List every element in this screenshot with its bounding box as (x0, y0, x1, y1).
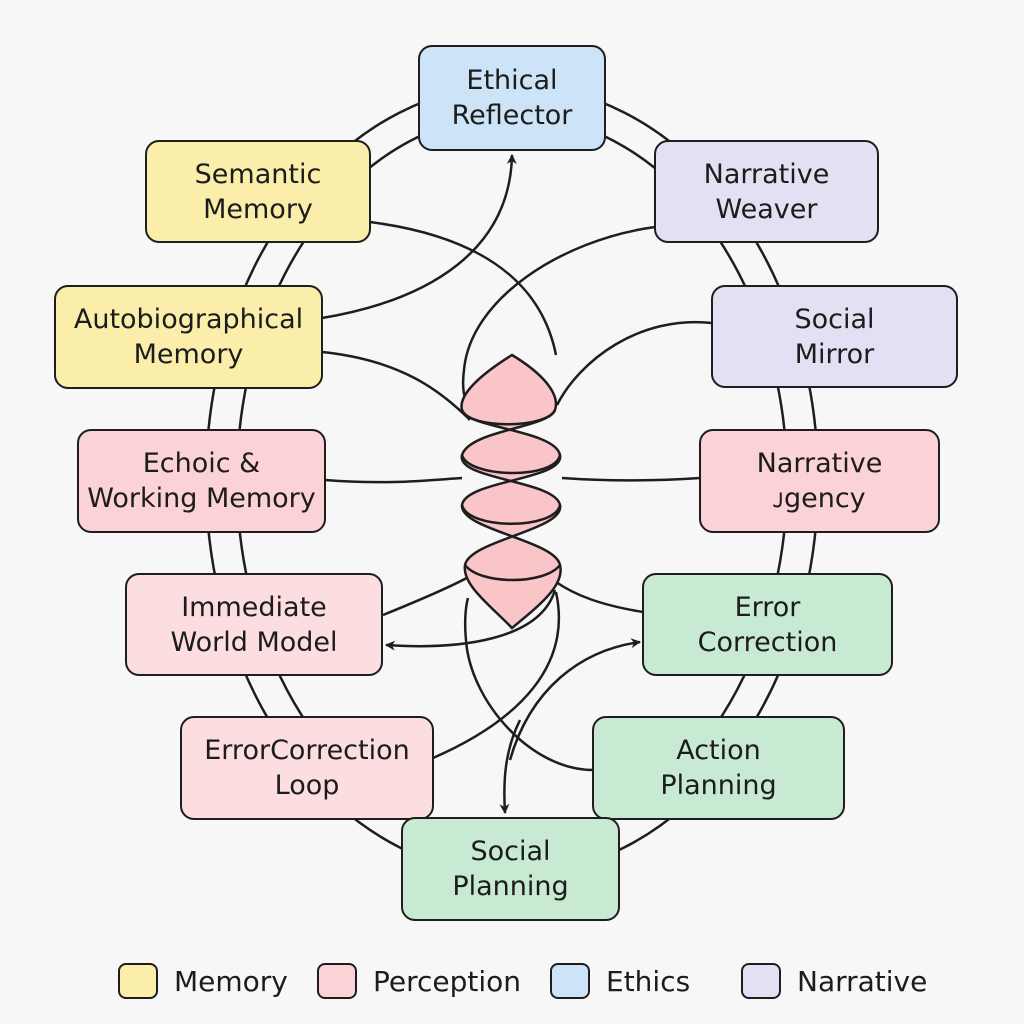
connector-error-correction (555, 580, 644, 614)
legend-swatch-ethics (550, 963, 590, 999)
connector-error-correction-loop (432, 591, 561, 760)
node-label: ErrorCorrection Loop (204, 735, 410, 801)
node-immediate-world-model[interactable]: Immediate World Model (125, 573, 383, 676)
legend-item-memory: Memory (118, 958, 288, 1004)
node-label: Semantic Memory (194, 158, 322, 225)
node-action-planning[interactable]: Action Planning (592, 716, 845, 820)
central-helix (460, 353, 562, 630)
legend-item-narrative: Narrative (741, 958, 927, 1004)
node-label: Narrative ᴊgency (756, 448, 883, 514)
node-label: Social Planning (452, 836, 569, 902)
legend-item-perception: Perception (317, 958, 521, 1004)
legend-item-ethics: Ethics (550, 958, 690, 1004)
node-label: Error Correction (697, 591, 838, 658)
helix-twist-2 (460, 454, 562, 475)
node-label: Autobiographical Memory (73, 304, 304, 370)
arrow-to-error-correction (508, 638, 641, 761)
helix-twist-4 (464, 564, 561, 582)
legend-swatch-perception (317, 963, 357, 999)
node-social-planning[interactable]: Social Planning (401, 817, 620, 921)
legend-label-perception: Perception (373, 964, 522, 998)
node-label: Action Planning (660, 735, 777, 801)
legend-label-ethics: Ethics (606, 964, 691, 998)
legend-swatch-narrative (741, 963, 781, 999)
helix-twist-1 (460, 409, 557, 426)
node-label: Immediate World Model (170, 591, 338, 658)
legend: Memory Perception Ethics Narrative (0, 958, 1024, 1004)
helix-twist-3 (460, 504, 562, 525)
node-error-correction-loop[interactable]: ErrorCorrection Loop (180, 716, 434, 820)
helix-strand-1 (460, 353, 562, 630)
node-echoic-working-memory[interactable]: Echoic & Working Memory (77, 429, 326, 533)
legend-label-memory: Memory (174, 964, 288, 998)
node-semantic-memory[interactable]: Semantic Memory (145, 140, 371, 243)
connector-immediate-world-model (382, 573, 473, 617)
connector-narrative-agency (561, 476, 701, 482)
node-error-correction[interactable]: Error Correction (642, 573, 893, 676)
connector-echoic-working-memory (324, 476, 463, 484)
node-label: Narrative Weaver (703, 158, 830, 225)
node-autobiographical-memory[interactable]: Autobiographical Memory (54, 285, 323, 389)
node-label: Social Mirror (794, 303, 875, 370)
node-label: Ethical Reflector (451, 65, 573, 131)
node-label: Echoic & Working Memory (87, 448, 316, 514)
arrow-to-social-planning (499, 719, 522, 814)
node-narrative-weaver[interactable]: Narrative Weaver (654, 140, 879, 243)
connector-action-planning (463, 597, 594, 772)
connector-autobiographical-memory (321, 350, 471, 421)
node-social-mirror[interactable]: Social Mirror (711, 285, 958, 388)
arrow-to-immediate-world-model (385, 589, 557, 651)
connector-semantic-memory (369, 220, 558, 356)
legend-label-narrative: Narrative (797, 964, 928, 998)
node-narrative-agency[interactable]: Narrative ᴊgency (699, 429, 940, 533)
legend-swatch-memory (118, 963, 158, 999)
arrow-to-ethical-reflector (321, 154, 517, 320)
node-ethical-reflector[interactable]: Ethical Reflector (418, 45, 606, 151)
connector-social-mirror (555, 320, 713, 406)
